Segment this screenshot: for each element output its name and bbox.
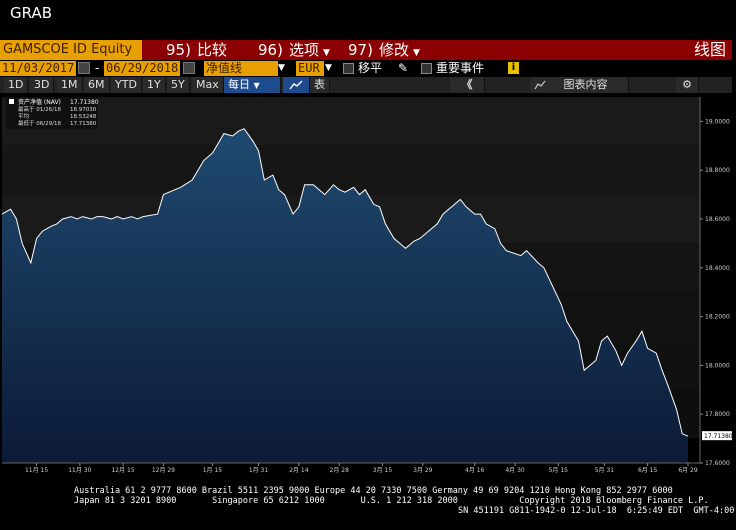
period-1d-button[interactable]: 1D [4, 77, 29, 93]
calendar-icon[interactable] [183, 62, 195, 74]
y-tick-label: 18.6000 [705, 216, 730, 223]
legend-avg-value: 18.53248 [70, 114, 97, 120]
chevron-down-icon: ▼ [322, 48, 330, 58]
table-button[interactable]: 表 [310, 77, 330, 93]
legend-marker [9, 99, 14, 104]
y-tick-label: 19.0000 [705, 118, 730, 125]
x-tick-label: 11月 15 [25, 467, 48, 473]
x-tick-label: 3月 29 [413, 467, 433, 473]
y-tick-label: 17.6000 [705, 460, 730, 467]
chart-area: 19.0000 18.8000 18.6000 18.4000 18.2000 18.00… [1, 97, 733, 473]
x-tick-label: 11月 30 [68, 467, 91, 473]
legend-low-value: 17.71380 [70, 121, 97, 127]
legend-nav-label: 资产净值 (NAV) [18, 98, 61, 106]
footer-line-3: SN 451191 G811-1942-0 12-Jul-18 6:25:49 … [458, 506, 735, 516]
x-tick-label: 3月 15 [373, 467, 393, 473]
end-date-input[interactable]: 06/29/2018 [104, 61, 180, 76]
legend-low-label: 最低于 06/29/18 [18, 119, 61, 127]
compare-menu-number: 95) [166, 41, 191, 59]
y-tick-label: 18.4000 [705, 265, 730, 272]
chevron-down-icon[interactable]: ▼ [278, 63, 285, 73]
gear-icon[interactable]: ⚙ [676, 77, 699, 93]
x-tick-label: 4月 30 [505, 467, 525, 473]
footer-line-1: Australia 61 2 9777 8600 Brazil 5511 239… [74, 486, 673, 496]
currency-select[interactable]: EUR [296, 61, 324, 76]
legend-high-label: 最高于 01/26/18 [18, 105, 61, 113]
nav-series-line [1, 128, 689, 437]
line-chart-icon[interactable] [283, 77, 310, 93]
x-tick-label: 6月 15 [638, 467, 658, 473]
x-tick-label: 2月 14 [289, 467, 309, 473]
legend-nav-value: 17.71380 [70, 99, 99, 106]
window-title: GRAB [10, 4, 52, 22]
modify-menu-number: 97) [348, 41, 373, 59]
y-tick-label: 18.0000 [705, 362, 730, 369]
x-tick-label: 5月 15 [549, 467, 569, 473]
last-value-tag: 17.71380 [702, 431, 733, 441]
x-tick-label: 1月 31 [249, 467, 269, 473]
footer-line-2: Japan 81 3 3201 8900 Singapore 65 6212 1… [74, 496, 709, 506]
y-tick-label: 17.8000 [705, 411, 730, 418]
x-tick-label: 12月 15 [111, 467, 134, 473]
period-5y-button[interactable]: 5Y [167, 77, 190, 93]
legend-high-value: 18.97030 [70, 107, 97, 113]
chart-content-button[interactable]: 图表内容 [530, 77, 629, 93]
period-6m-button[interactable]: 6M [84, 77, 110, 93]
function-bar [0, 40, 732, 60]
pencil-icon[interactable]: ✎ [398, 61, 409, 75]
period-max-button[interactable]: Max [192, 77, 224, 93]
collapse-icon[interactable]: 《 [450, 77, 485, 93]
calendar-icon[interactable] [78, 62, 90, 74]
modify-menu[interactable]: 97) 修改 ▼ [348, 40, 420, 60]
background-band [2, 145, 700, 195]
y-tick-label: 18.8000 [705, 167, 730, 174]
compare-menu[interactable]: 95) 比较 [166, 40, 227, 60]
chevron-down-icon[interactable]: ▼ [325, 63, 332, 73]
legend-avg-label: 平均 [18, 112, 30, 120]
x-tick-label: 4月 16 [465, 467, 485, 473]
start-date-input[interactable]: 11/03/2017 [0, 61, 76, 76]
events-label: 重要事件 [436, 61, 485, 75]
chevron-down-icon: ▼ [253, 81, 260, 90]
ticker-field[interactable]: GAMSCOE ID Equity [0, 40, 142, 60]
options-menu-label: 选项 [288, 41, 319, 59]
period-3d-button[interactable]: 3D [30, 77, 55, 93]
x-tick-label: 1月 15 [203, 467, 223, 473]
frequency-select[interactable]: 每日 ▼ [224, 77, 281, 93]
info-icon[interactable]: i [508, 62, 519, 74]
y-tick-label: 18.2000 [705, 314, 730, 321]
x-axis: 11月 15 11月 30 12月 15 12月 29 1月 15 1月 31 2月 14 2… [2, 462, 700, 473]
chart-content-label: 图表内容 [563, 78, 608, 91]
compare-menu-label: 比较 [196, 41, 227, 59]
move-label: 移平 [358, 61, 383, 75]
x-tick-label: 12月 29 [152, 467, 175, 473]
last-value-label: 17.71380 [704, 433, 733, 440]
chart-settings-icon [534, 80, 546, 90]
x-tick-label: 2月 28 [330, 467, 350, 473]
options-menu[interactable]: 96) 选项 ▼ [258, 40, 330, 60]
y-axis: 19.0000 18.8000 18.6000 18.4000 18.2000 18.00… [699, 97, 730, 467]
chart-type-title: 线图 [693, 40, 726, 59]
nav-area-fill [2, 128, 688, 463]
background-band [2, 97, 700, 146]
events-checkbox[interactable] [421, 63, 432, 74]
chevron-down-icon: ▼ [412, 48, 420, 58]
last-value-box [702, 431, 732, 441]
legend: 资产净值 (NAV) 17.71380 最高于 01/26/18 18.9703… [6, 97, 99, 129]
options-menu-number: 96) [258, 41, 283, 59]
x-tick-label: 5月 31 [595, 467, 615, 473]
date-separator: - [95, 61, 100, 75]
move-checkbox[interactable] [343, 63, 354, 74]
period-1m-button[interactable]: 1M [57, 77, 83, 93]
x-tick-label: 6月 29 [678, 467, 698, 473]
field-select[interactable]: 净值线 [204, 61, 278, 76]
frequency-label: 每日 [228, 78, 250, 91]
period-ytd-button[interactable]: YTD [111, 77, 142, 93]
period-1y-button[interactable]: 1Y [143, 77, 166, 93]
modify-menu-label: 修改 [378, 41, 409, 59]
